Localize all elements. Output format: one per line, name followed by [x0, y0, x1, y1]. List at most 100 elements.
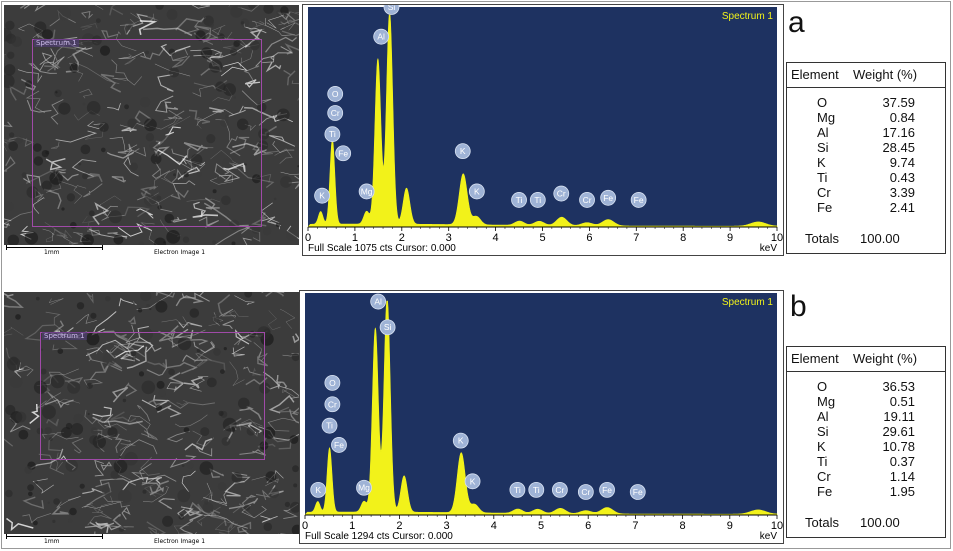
peak-label-ti: Ti	[321, 417, 338, 434]
element-cell: K	[817, 155, 826, 170]
peak-label-o: O	[324, 374, 341, 391]
x-tick-label: 1	[352, 232, 358, 244]
weight-cell: 1.95	[889, 484, 915, 499]
x-tick-label: 3	[446, 232, 452, 244]
element-cell: O	[817, 379, 828, 394]
peak-label-text: O	[329, 378, 336, 388]
peak-label-text: K	[315, 485, 321, 495]
x-tick-label: 1	[349, 520, 355, 532]
weight-cell: 3.39	[889, 185, 915, 200]
peak-label-text: K	[470, 476, 476, 486]
table-row: Si 29.61	[787, 424, 945, 439]
x-tick-label: 5	[538, 520, 544, 532]
peak-label-text: Ti	[516, 195, 523, 205]
peak-label-text: Cr	[555, 485, 564, 495]
element-cell: Fe	[817, 484, 833, 499]
element-cell: Si	[817, 140, 829, 155]
peak-label-mg: Mg	[358, 183, 375, 200]
table-row: K 9.74	[787, 155, 945, 170]
weight-cell: 37.59	[882, 95, 915, 110]
sem-footer-a: 1mm Electron Image 1	[4, 245, 299, 257]
sem-footer-b: 1mm Electron Image 1	[4, 534, 299, 546]
roi-label-a: Spectrum 1	[34, 39, 79, 47]
table-row: Al 19.11	[787, 409, 945, 424]
weight-cell: 19.11	[883, 409, 915, 424]
peak-label-fe: Fe	[599, 481, 615, 498]
col-element-a: Element	[791, 67, 839, 82]
element-cell: K	[817, 439, 826, 454]
element-cell: Ti	[817, 454, 828, 469]
image-label-b: Electron Image 1	[154, 538, 206, 545]
peak-label-text: K	[460, 146, 466, 156]
weight-cell: 28.45	[882, 140, 915, 155]
peak-label-o: O	[327, 86, 344, 102]
table-row: Mg 0.51	[787, 394, 945, 409]
table-row: Al 17.16	[787, 125, 945, 140]
peak-label-text: Si	[384, 322, 392, 332]
peak-label-k: K	[468, 183, 485, 200]
spectrum-region-b: Spectrum 1	[40, 332, 265, 460]
weight-cell: 0.37	[889, 454, 915, 469]
peak-label-text: Cr	[583, 195, 592, 205]
composition-table-b: Element Weight (%) O 36.53 Mg 0.51 Al 19.11 Si…	[786, 346, 946, 538]
peak-label-text: Cr	[328, 399, 337, 409]
peak-label-text: Al	[377, 32, 385, 42]
peak-label-text: Fe	[334, 440, 344, 450]
table-row: Mg 0.84	[787, 110, 945, 125]
peak-label-ti: Ti	[509, 481, 526, 498]
peak-label-k: K	[452, 432, 469, 449]
weight-cell: 29.61	[882, 424, 915, 439]
panel-letter-a: a	[788, 6, 805, 39]
x-tick-label: 4	[491, 520, 497, 532]
table-header-b: Element Weight (%)	[787, 347, 945, 372]
peak-label-si: Si	[379, 319, 396, 336]
element-cell: Si	[817, 424, 829, 439]
peak-label-text: K	[319, 191, 325, 201]
peak-label-text: Ti	[514, 485, 521, 495]
spectrum-footer: Full Scale 1075 cts Cursor: 0.000	[308, 243, 456, 254]
x-tick-label: 7	[633, 232, 639, 244]
peak-label-text: Cr	[581, 487, 590, 497]
table-row: O 37.59	[787, 95, 945, 110]
peak-label-k: K	[310, 481, 327, 498]
table-row: O 36.53	[787, 379, 945, 394]
panel-letter-b: b	[790, 290, 807, 323]
x-tick-label: 8	[680, 520, 686, 532]
totals-value-a: 100.00	[860, 231, 900, 246]
x-tick-label: 8	[680, 232, 686, 244]
weight-cell: 0.84	[889, 110, 915, 125]
table-row: Ti 0.37	[787, 454, 945, 469]
sem-image-a: Spectrum 1	[4, 5, 299, 245]
x-tick-label: 9	[727, 232, 733, 244]
peak-label-ti: Ti	[528, 481, 545, 498]
col-weight-b: Weight (%)	[853, 351, 918, 366]
x-unit-label: keV	[760, 243, 778, 254]
spectrum-region-a: Spectrum 1	[32, 39, 262, 227]
table-row: Si 28.45	[787, 140, 945, 155]
composition-table-a: Element Weight (%) O 37.59 Mg 0.84 Al 17.16 Si…	[786, 62, 946, 254]
peak-label-al: Al	[373, 28, 390, 45]
weight-cell: 17.16	[882, 125, 915, 140]
element-cell: O	[817, 95, 828, 110]
peak-label-text: Cr	[557, 189, 566, 199]
spectrum-series	[307, 14, 778, 228]
peak-label-text: Mg	[361, 186, 373, 196]
scale-bar-b	[6, 534, 103, 539]
peak-label-fe: Fe	[630, 192, 647, 208]
table-row: Cr 1.14	[787, 469, 945, 484]
peak-label-k: K	[464, 473, 481, 490]
peak-label-cr: Cr	[551, 481, 568, 498]
peak-label-text: Fe	[603, 193, 613, 203]
scale-bar-a	[6, 245, 103, 250]
peak-label-text: Ti	[534, 195, 541, 205]
peak-label-cr: Cr	[579, 192, 595, 208]
sem-texture	[4, 5, 299, 245]
weight-cell: 9.74	[889, 155, 915, 170]
peak-label-fe: Fe	[629, 484, 646, 500]
totals-row-a: Totals 100.00	[787, 231, 945, 247]
x-tick-label: 3	[444, 520, 450, 532]
table-row: Fe 1.95	[787, 484, 945, 499]
x-tick-label: 9	[727, 520, 733, 532]
